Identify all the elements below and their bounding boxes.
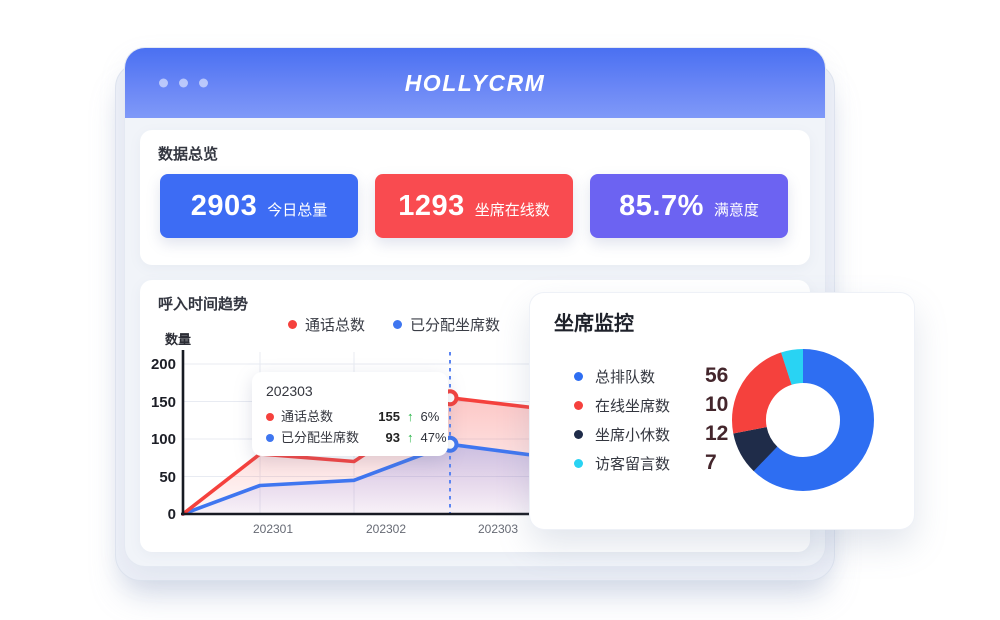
x-tick-labels: 202301 202302 202303 [253,522,518,536]
legend-dot [288,320,297,329]
stat-card-agents-online: 1293 坐席在线数 [375,174,573,238]
legend-dot [574,371,583,381]
donut-slice [732,349,874,491]
up-arrow-icon: ↑ [407,409,414,424]
svg-text:50: 50 [159,469,176,486]
app-title: HOLLYCRM [404,70,546,96]
svg-text:0: 0 [168,506,176,523]
y-tick-labels: 0 50 100 150 200 [151,356,176,523]
stat-value: 1293 [398,189,465,222]
stat-cards: 2903 今日总量 1293 坐席在线数 85.7% 满意度 [160,174,788,238]
y-axis-name: 数量 [165,332,192,347]
monitor-card: 坐席监控 总排队数 56 在线坐席数 10 坐席小休数 12 访客留言数 7 [530,293,914,529]
stat-card-today-total: 2903 今日总量 [160,174,358,238]
svg-text:202302: 202302 [366,522,406,536]
stat-value: 2903 [190,189,258,222]
stat-value: 85.7% [619,189,704,222]
up-arrow-icon: ↑ [407,430,414,445]
stat-label: 满意度 [713,202,759,219]
monitor-row-queue-total[interactable]: 总排队数 56 [574,364,729,387]
svg-text:150: 150 [151,394,176,411]
legend-dot [574,400,583,410]
window-control-dot[interactable] [159,78,168,88]
overview-heading: 数据总览 [158,146,219,163]
svg-text:100: 100 [151,431,176,448]
series-area-assigned-agents [183,444,570,514]
legend-dot [393,320,403,329]
monitor-row-visitor-messages[interactable]: 访客留言数 7 [574,451,728,474]
donut-chart [732,349,875,491]
tooltip-row: 通话总数 155 ↑ 6% [266,406,439,427]
tooltip-title: 202303 [266,383,313,399]
legend-item-calls-total[interactable]: 通话总数 [288,314,365,335]
monitor-label: 访客留言数 [595,455,671,473]
svg-text:202303: 202303 [478,522,518,536]
svg-text:202301: 202301 [253,522,293,536]
window-control-dot[interactable] [179,78,188,88]
monitor-value: 7 [705,451,717,474]
trend-heading: 呼入时间趋势 [158,296,249,313]
chart-tooltip: 202303 通话总数 155 ↑ 6% 已分配坐席数 93 ↑ 47% [252,372,448,456]
legend-dot [574,429,583,439]
monitor-value: 12 [705,422,729,445]
trend-legend: 通话总数 已分配坐席数 [288,314,500,335]
tooltip-delta: 6% [420,409,440,424]
titlebar: HOLLYCRM [125,48,825,118]
series-line-calls-total [181,396,572,516]
stat-label: 坐席在线数 [474,202,550,219]
tooltip-value: 155 [378,409,400,424]
monitor-label: 坐席小休数 [595,426,671,444]
series-line-assigned-agents [181,442,572,516]
tooltip-value: 93 [385,430,400,445]
stat-card-satisfaction: 85.7% 满意度 [590,174,788,238]
legend-item-assigned-agents[interactable]: 已分配坐席数 [393,314,500,335]
overview-card: 数据总览 2903 今日总量 1293 坐席在线数 85.7% 满意度 [140,130,810,265]
donut-slice [732,349,874,491]
monitor-label: 总排队数 [595,368,656,386]
donut-slice [732,349,874,491]
tooltip-series-name: 通话总数 [281,409,334,424]
monitor-heading: 坐席监控 [554,313,634,335]
monitor-label: 在线坐席数 [595,397,671,415]
monitor-value: 56 [705,364,729,387]
legend-dot [266,412,274,421]
legend-label: 通话总数 [305,317,366,334]
monitor-value: 10 [705,393,729,416]
window-control-dot[interactable] [199,78,208,88]
legend-label: 已分配坐席数 [410,317,501,334]
monitor-row-agents-online[interactable]: 在线坐席数 10 [574,393,729,416]
legend-dot [574,458,583,468]
tooltip-row: 已分配坐席数 93 ↑ 47% [266,427,447,448]
monitor-legend: 总排队数 56 在线坐席数 10 坐席小休数 12 访客留言数 7 [574,364,729,481]
tooltip-delta: 47% [420,430,447,445]
legend-dot [266,433,274,442]
window-controls [159,78,208,88]
stat-label: 今日总量 [267,202,328,219]
monitor-row-agents-break[interactable]: 坐席小休数 12 [574,422,729,445]
svg-text:200: 200 [151,356,176,373]
tooltip-series-name: 已分配坐席数 [281,430,360,445]
